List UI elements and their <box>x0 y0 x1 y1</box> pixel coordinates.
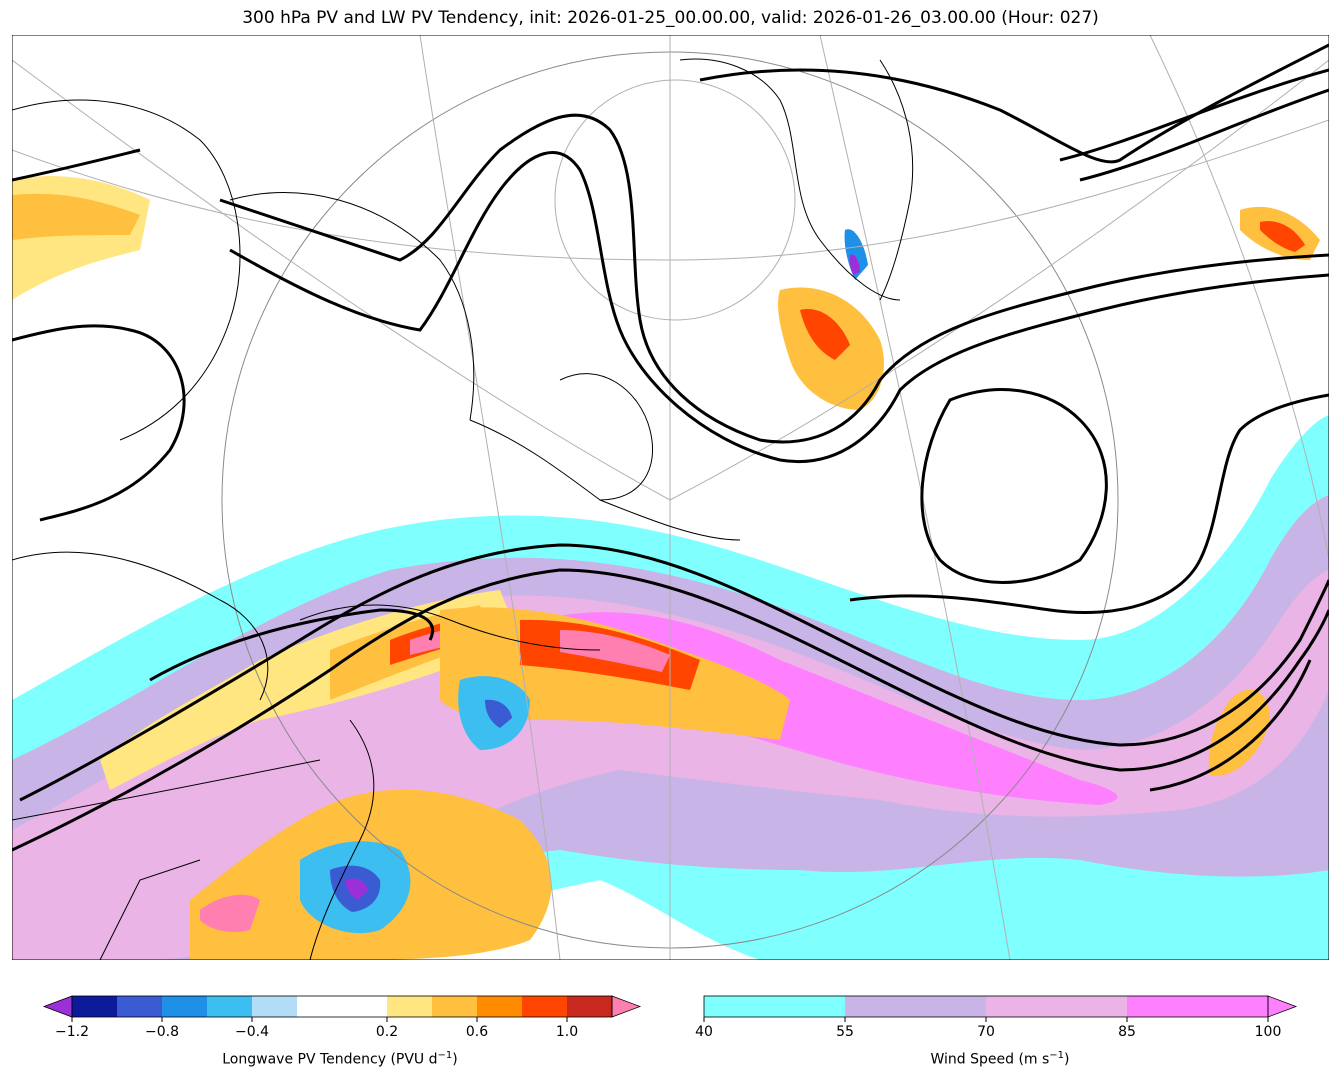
colorbar-pv-tick-label-5: 1.0 <box>555 1024 579 1040</box>
meridian-east <box>819 35 1011 960</box>
plot-title: 300 hPa PV and LW PV Tendency, init: 202… <box>242 8 1099 28</box>
colorbar-pv-frame <box>71 995 613 1018</box>
colorbar-wind-tick-label-0: 40 <box>695 1024 713 1040</box>
colorbar-wind-speed <box>703 995 1298 1022</box>
pv-tendency-fill <box>12 176 1320 960</box>
colorbar-pv-segment-4 <box>252 996 297 1017</box>
colorbar-pv-tick-label-0: −1.2 <box>55 1024 89 1040</box>
pv-contour-jet-2 <box>12 568 1329 852</box>
coastline-greenland-west <box>679 58 901 301</box>
coastline-northwest <box>12 99 241 441</box>
colorbar-pv-over-arrow <box>611 995 642 1018</box>
colorbar-pv-tick-label-4: 0.6 <box>465 1024 489 1040</box>
colorbar-wind-speed-label: Wind Speed (m s−1) <box>700 1050 1300 1068</box>
pv-tendency-southeast-positive <box>1208 689 1270 776</box>
colorbar-pv-segment-8 <box>477 996 522 1017</box>
coastline-hudson <box>229 192 475 421</box>
colorbar-wind-tick-label-3: 85 <box>1118 1024 1136 1040</box>
pv-tendency-coastal-peak <box>560 630 670 672</box>
colorbar-wind-segment-3 <box>1127 996 1268 1017</box>
pv-tendency-central-min <box>485 699 512 728</box>
pv-contour-jet-1 <box>19 543 1329 802</box>
colorbar-wind-label-end: ) <box>1064 1051 1070 1068</box>
colorbar-pv-label-end: ) <box>452 1051 458 1068</box>
pv-contour-jet-3 <box>149 608 434 682</box>
coastline-greenland-east <box>879 59 914 301</box>
meridian-far-east <box>1149 35 1329 561</box>
colorbar-pv-segment-2 <box>162 996 207 1017</box>
pv-contours <box>12 43 1329 852</box>
pv-contour-1 <box>12 148 141 182</box>
colorbar-wind-segment-0 <box>704 996 845 1017</box>
colorbar-pv-tick-label-1: −0.8 <box>145 1024 179 1040</box>
colorbar-pv-under-arrow <box>42 995 73 1018</box>
map-panel <box>12 35 1329 960</box>
colorbar-pv-segment-3 <box>207 996 252 1017</box>
colorbar-pv-segment-6 <box>387 996 432 1017</box>
pv-contour-2 <box>12 324 186 522</box>
colorbar-pv-segment-9 <box>522 996 567 1017</box>
coastline-baffin <box>559 373 654 501</box>
coastlines <box>12 58 914 960</box>
colorbar-wind-label-base: Wind Speed (m s <box>930 1051 1050 1068</box>
latitude-circle-inner <box>554 79 796 321</box>
pv-contour-jet-4 <box>1149 659 1312 792</box>
colorbar-wind-segment-1 <box>845 996 986 1017</box>
colorbar-pv-label-base: Longwave PV Tendency (PVU d <box>222 1051 438 1068</box>
colorbar-pv-label-sup: −1 <box>437 1050 453 1061</box>
meridian-northeast <box>669 59 1329 501</box>
coastline-st-lawrence <box>299 604 601 651</box>
pv-contour-closed-east <box>920 388 1108 584</box>
colorbar-pv-segment-5 <box>297 996 387 1017</box>
colorbar-pv-tendency-label: Longwave PV Tendency (PVU d−1) <box>40 1050 640 1068</box>
pv-tendency-south-min <box>345 878 368 900</box>
colorbar-pv-tendency <box>42 995 642 1022</box>
colorbar-pv-tick-label-2: −0.4 <box>235 1024 269 1040</box>
pv-tendency-greenland-min <box>849 254 860 275</box>
pv-tendency-west-positive-core <box>12 193 140 240</box>
pv-contour-7 <box>1079 88 1329 182</box>
pv-contour-6 <box>1059 68 1329 162</box>
colorbar-pv-segment-7 <box>432 996 477 1017</box>
meridian-west <box>419 35 561 960</box>
colorbar-wind-tick-label-4: 100 <box>1254 1024 1282 1040</box>
colorbar-wind-segment-2 <box>986 996 1127 1017</box>
pv-contour-8 <box>849 393 1329 614</box>
pv-tendency-south-west-core <box>200 894 260 932</box>
colorbar-pv-tick-label-3: 0.2 <box>375 1024 399 1040</box>
pv-contour-3 <box>219 113 1329 444</box>
coastline-east-us <box>309 719 375 960</box>
colorbar-wind-tick-label-2: 70 <box>977 1024 995 1040</box>
colorbar-pv-segment-1 <box>117 996 162 1017</box>
meridian-northwest <box>12 59 671 501</box>
graticule <box>12 35 1329 960</box>
colorbar-wind-over-arrow <box>1267 995 1298 1018</box>
colorbar-wind-label-sup: −1 <box>1049 1050 1065 1061</box>
border-states-south <box>99 859 201 960</box>
pv-tendency-greenland-core <box>800 309 850 360</box>
colorbar-pv-segment-10 <box>567 996 612 1017</box>
colorbar-pv-segment-0 <box>72 996 117 1017</box>
pv-contour-5 <box>699 43 1329 164</box>
pv-tendency-east-core <box>1260 221 1305 252</box>
border-us-canada <box>12 759 321 821</box>
pv-contour-4 <box>229 151 1329 463</box>
colorbar-wind-tick-label-1: 55 <box>836 1024 854 1040</box>
pv-tendency-greenland-negative <box>844 229 868 280</box>
